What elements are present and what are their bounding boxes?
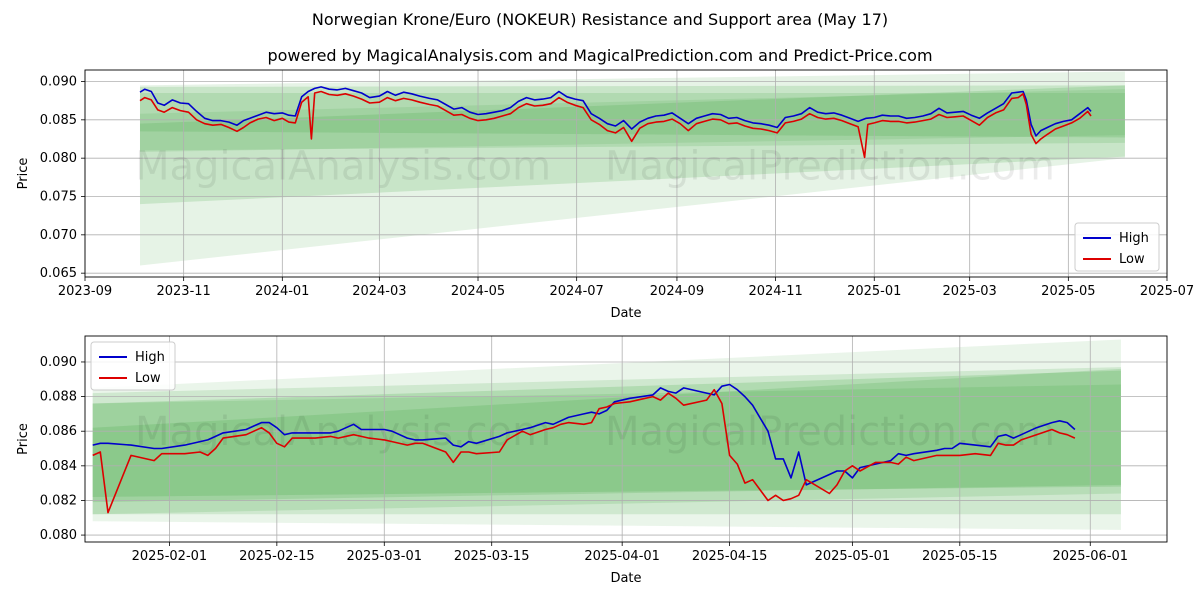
legend: High Low (1074, 222, 1160, 272)
band-2 (139, 93, 1125, 151)
plot-frame (84, 69, 1168, 278)
y-tick-label: 0.090 (40, 355, 77, 370)
watermark-text: MagicalPrediction.com (605, 409, 1055, 455)
y-tick-label: 0.084 (40, 459, 77, 474)
band-1 (139, 85, 1125, 205)
y-tick-label: 0.070 (40, 228, 77, 243)
legend-label-low: Low (135, 371, 161, 386)
x-tick-label: 2023-09 (58, 284, 112, 299)
series-low-line (92, 388, 1076, 514)
legend-label-high: High (135, 350, 165, 365)
series-low-line (139, 90, 1092, 159)
x-tick-label: 2024-03 (352, 284, 406, 299)
x-tick-label: 2025-02-01 (132, 549, 208, 564)
x-tick-label: 2025-05 (1041, 284, 1095, 299)
legend-label-low: Low (1119, 252, 1145, 267)
x-axis-label: Date (610, 306, 641, 321)
chart-title: Norwegian Krone/Euro (NOKEUR) Resistance… (311, 10, 889, 29)
y-tick-label: 0.090 (40, 75, 77, 90)
x-tick-label: 2024-01 (255, 284, 309, 299)
x-tick-label: 2023-11 (156, 284, 210, 299)
y-axis-label: Price (16, 158, 31, 190)
x-tick-label: 2024-09 (650, 284, 704, 299)
series-high-line (139, 86, 1092, 137)
y-tick-label: 0.075 (40, 190, 77, 205)
legend: High Low (90, 341, 176, 391)
series-high-line (92, 383, 1076, 486)
plot-frame (84, 335, 1168, 543)
y-tick-label: 0.080 (40, 528, 77, 543)
y-tick-label: 0.082 (40, 493, 77, 508)
band-4 (139, 89, 1125, 153)
y-tick-label: 0.086 (40, 424, 77, 439)
x-tick-label: 2025-04-15 (692, 549, 768, 564)
watermark-text: MagicalAnalysis.com (135, 409, 551, 455)
x-tick-label: 2025-05-15 (922, 549, 998, 564)
x-tick-label: 2025-04-01 (584, 549, 660, 564)
band-3 (139, 85, 1125, 138)
chart-subtitle: powered by MagicalAnalysis.com and Magic… (267, 46, 933, 65)
legend-label-high: High (1119, 231, 1149, 246)
x-tick-label: 2025-03-01 (346, 549, 422, 564)
x-tick-label: 2024-07 (550, 284, 604, 299)
y-tick-label: 0.085 (40, 113, 77, 128)
band-3 (92, 384, 1121, 515)
y-tick-label: 0.065 (40, 266, 77, 281)
x-tick-label: 2025-05-01 (815, 549, 891, 564)
series-group (92, 383, 1076, 514)
y-tick-label: 0.088 (40, 390, 77, 405)
y-axis-label: Price (16, 423, 31, 455)
x-tick-label: 2025-03-15 (454, 549, 530, 564)
panel-bottom: 2025-02-01 2025-02-15 2025-03-01 2025-03-15… (16, 335, 1168, 586)
band-1 (92, 367, 1121, 515)
x-tick-label: 2024-05 (451, 284, 505, 299)
x-tick-label: 2025-07 (1140, 284, 1194, 299)
y-tick-label: 0.080 (40, 151, 77, 166)
band-2 (92, 370, 1121, 497)
x-axis-label: Date (610, 571, 641, 586)
x-tick-label: 2024-11 (748, 284, 802, 299)
x-tick-label: 2025-06-01 (1052, 549, 1128, 564)
watermark-text: MagicalPrediction.com (605, 144, 1055, 190)
support-resistance-bands (92, 339, 1121, 530)
x-tick-label: 2025-03 (943, 284, 997, 299)
series-group (139, 86, 1092, 159)
x-tick-label: 2025-02-15 (239, 549, 315, 564)
band-0 (92, 339, 1121, 530)
watermark-text: MagicalAnalysis.com (135, 144, 551, 190)
x-tick-label: 2025-01 (847, 284, 901, 299)
panel-top: 2023-09 2023-11 2024-01 2024-03 2024-05 2024-… (16, 69, 1194, 321)
